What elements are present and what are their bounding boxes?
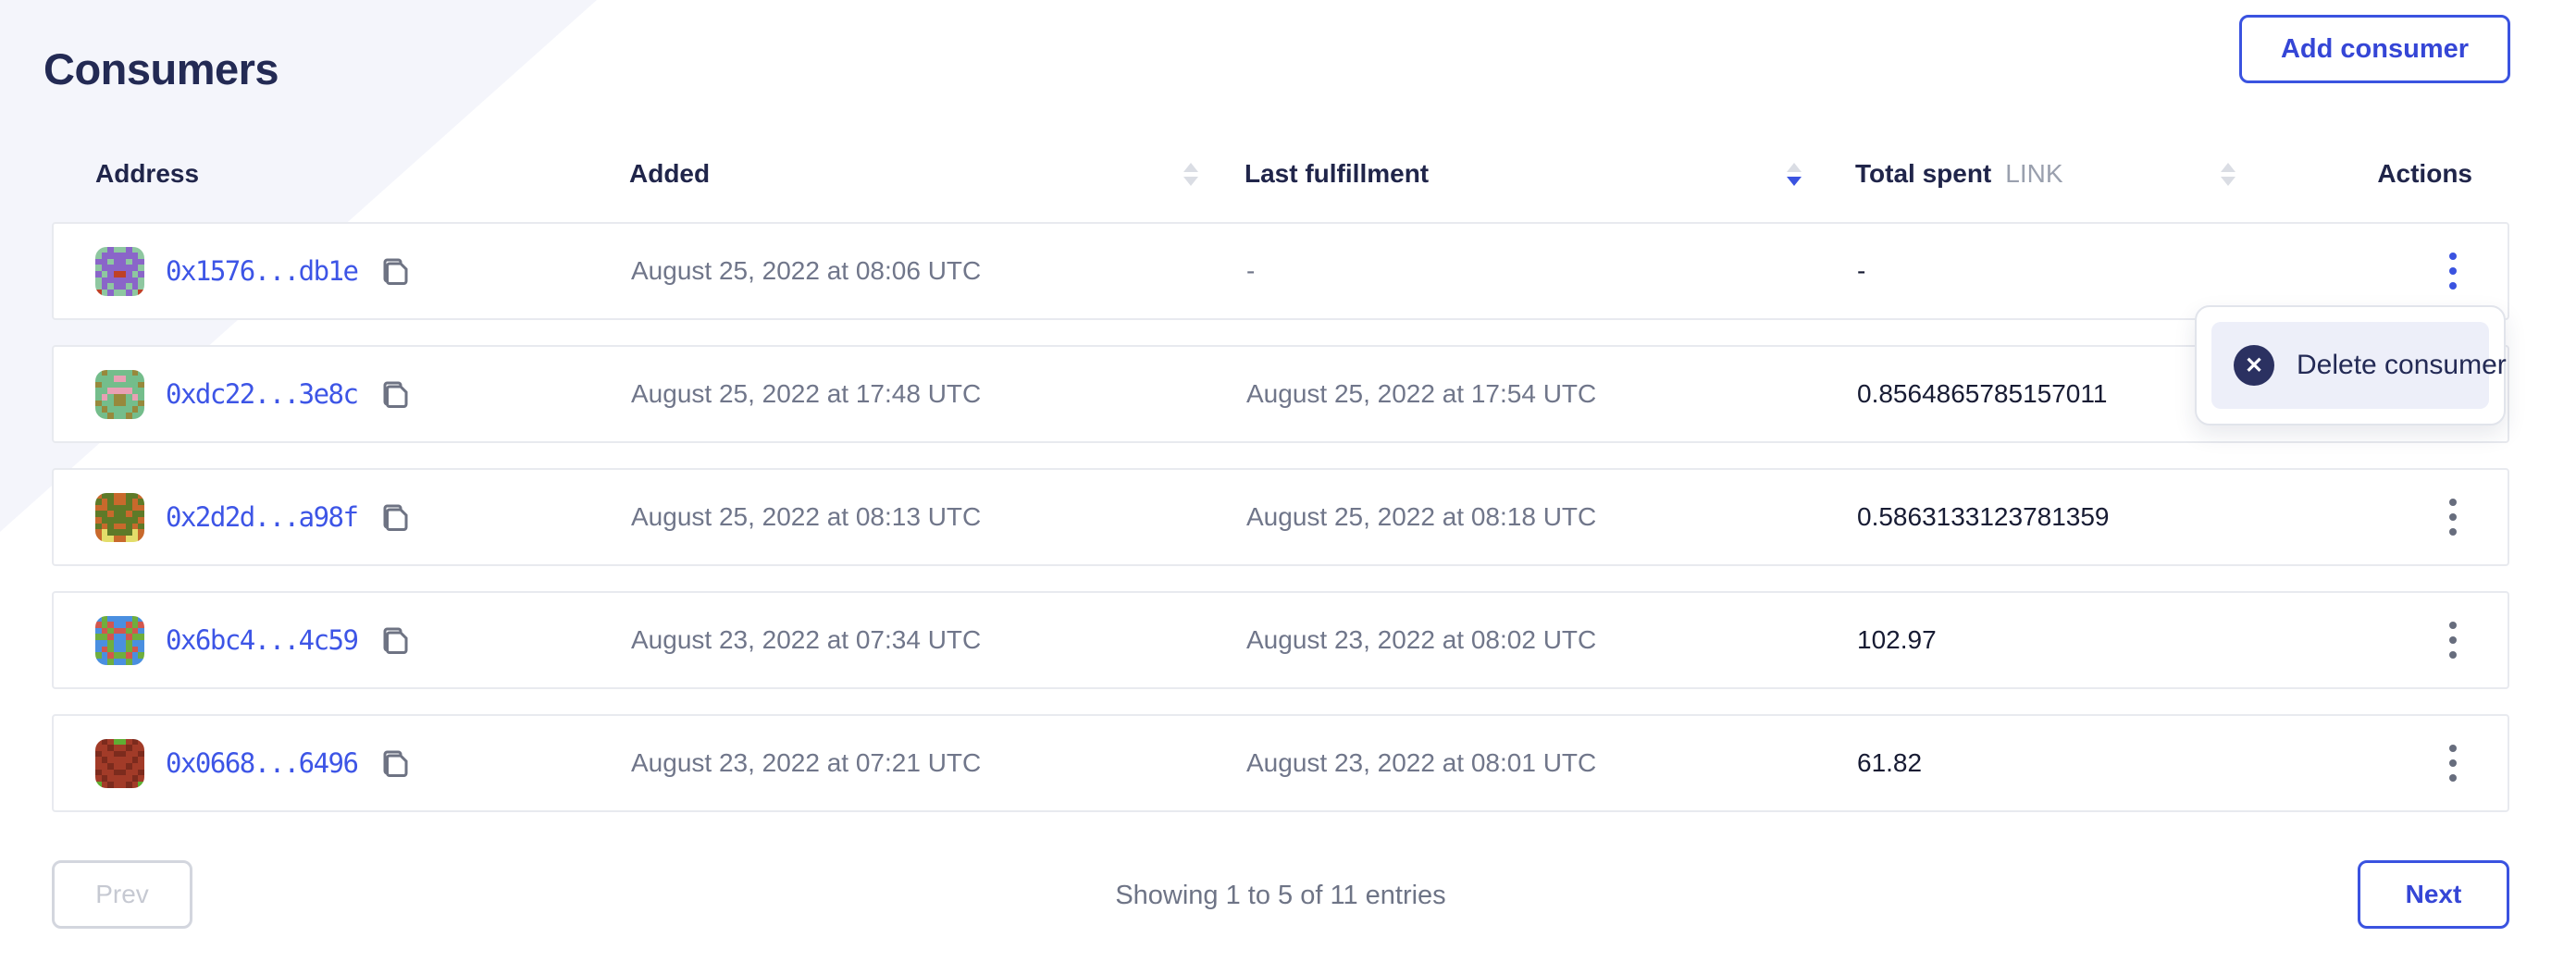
column-label: Total spent bbox=[1855, 159, 1992, 188]
total-spent-value: - bbox=[1857, 256, 1866, 285]
total-spent-value: 102.97 bbox=[1857, 625, 1937, 654]
table-row: 0x6bc4...4c59 August 23, 2022 at 07:34 U… bbox=[52, 591, 2509, 689]
table-header: Address Added Last fulfillment Total spe… bbox=[52, 148, 2509, 200]
last-fulfillment-cell: August 23, 2022 at 08:02 UTC bbox=[1242, 593, 1843, 687]
last-fulfillment-cell: August 25, 2022 at 08:18 UTC bbox=[1242, 470, 1843, 564]
consumer-avatar bbox=[95, 738, 144, 788]
column-header-address: Address bbox=[52, 148, 629, 200]
column-header-last-fulfillment[interactable]: Last fulfillment bbox=[1240, 148, 1841, 200]
actions-cell bbox=[2255, 593, 2511, 687]
next-page-button[interactable]: Next bbox=[2358, 860, 2509, 929]
sort-icon[interactable] bbox=[2221, 162, 2235, 186]
last-fulfillment-value: August 23, 2022 at 08:01 UTC bbox=[1246, 748, 1597, 777]
row-actions-menu-button[interactable] bbox=[2432, 241, 2474, 301]
total-spent-cell: 102.97 bbox=[1843, 593, 2255, 687]
address-cell: 0x6bc4...4c59 bbox=[54, 593, 631, 687]
table-row: 0x2d2d...a98f August 25, 2022 at 08:13 U… bbox=[52, 468, 2509, 566]
row-actions-menu-button[interactable] bbox=[2432, 487, 2474, 547]
link-unit-label: LINK bbox=[2005, 159, 2063, 188]
table-rows: 0x1576...db1e August 25, 2022 at 08:06 U… bbox=[52, 222, 2509, 812]
consumer-avatar bbox=[95, 615, 144, 665]
added-value: August 23, 2022 at 07:21 UTC bbox=[631, 748, 982, 777]
column-label: Address bbox=[95, 159, 200, 188]
actions-cell bbox=[2255, 716, 2511, 810]
column-label: Actions bbox=[2377, 159, 2472, 188]
consumer-address-link[interactable]: 0x1576...db1e bbox=[166, 255, 359, 287]
added-value: August 23, 2022 at 07:34 UTC bbox=[631, 625, 982, 654]
column-label: Last fulfillment bbox=[1245, 159, 1430, 188]
added-cell: August 25, 2022 at 08:06 UTC bbox=[631, 224, 1242, 318]
address-cell: 0x1576...db1e bbox=[54, 224, 631, 318]
pagination-summary: Showing 1 to 5 of 11 entries bbox=[1115, 881, 1446, 910]
added-value: August 25, 2022 at 08:13 UTC bbox=[631, 502, 982, 531]
address-cell: 0x2d2d...a98f bbox=[54, 470, 631, 564]
total-spent-cell: - bbox=[1843, 224, 2255, 318]
last-fulfillment-value: August 25, 2022 at 08:18 UTC bbox=[1246, 502, 1597, 531]
delete-consumer-menu-item[interactable]: ✕ Delete consumer bbox=[2211, 322, 2507, 409]
copy-icon[interactable] bbox=[380, 623, 411, 657]
address-cell: 0x0668...6496 bbox=[54, 716, 631, 810]
copy-icon[interactable] bbox=[380, 500, 411, 534]
table-row: 0x1576...db1e August 25, 2022 at 08:06 U… bbox=[52, 222, 2509, 320]
copy-icon[interactable] bbox=[380, 746, 411, 780]
added-cell: August 25, 2022 at 17:48 UTC bbox=[631, 347, 1242, 441]
last-fulfillment-cell: - bbox=[1242, 224, 1843, 318]
add-consumer-button[interactable]: Add consumer bbox=[2239, 15, 2510, 83]
consumer-address-link[interactable]: 0x2d2d...a98f bbox=[166, 501, 359, 533]
delete-consumer-label: Delete consumer bbox=[2297, 350, 2507, 380]
copy-icon[interactable] bbox=[380, 254, 411, 288]
last-fulfillment-cell: August 25, 2022 at 17:54 UTC bbox=[1242, 347, 1843, 441]
total-spent-cell: 61.82 bbox=[1843, 716, 2255, 810]
consumer-address-link[interactable]: 0x6bc4...4c59 bbox=[166, 624, 359, 656]
consumer-address-link[interactable]: 0xdc22...3e8c bbox=[166, 378, 359, 410]
total-spent-cell: 0.8564865785157011 bbox=[1843, 347, 2255, 441]
column-header-total-spent[interactable]: Total spent LINK bbox=[1841, 148, 2253, 200]
last-fulfillment-value: - bbox=[1246, 256, 1256, 285]
actions-cell bbox=[2255, 224, 2511, 318]
table-row: 0xdc22...3e8c August 25, 2022 at 17:48 U… bbox=[52, 345, 2509, 443]
consumer-avatar bbox=[95, 492, 144, 542]
total-spent-value: 0.5863133123781359 bbox=[1857, 502, 2110, 531]
total-spent-value: 0.8564865785157011 bbox=[1857, 379, 2108, 408]
consumer-avatar bbox=[95, 369, 144, 419]
row-actions-menu-button[interactable] bbox=[2432, 610, 2474, 670]
x-circle-icon: ✕ bbox=[2234, 345, 2274, 386]
column-header-actions: Actions bbox=[2253, 148, 2509, 200]
last-fulfillment-cell: August 23, 2022 at 08:01 UTC bbox=[1242, 716, 1843, 810]
total-spent-cell: 0.5863133123781359 bbox=[1843, 470, 2255, 564]
prev-page-button[interactable]: Prev bbox=[52, 860, 192, 929]
row-actions-menu: ✕ Delete consumer bbox=[2195, 305, 2507, 426]
sort-icon[interactable] bbox=[1787, 162, 1802, 186]
consumer-avatar bbox=[95, 246, 144, 296]
address-cell: 0xdc22...3e8c bbox=[54, 347, 631, 441]
added-cell: August 23, 2022 at 07:34 UTC bbox=[631, 593, 1242, 687]
page-title: Consumers bbox=[43, 44, 279, 94]
added-cell: August 25, 2022 at 08:13 UTC bbox=[631, 470, 1242, 564]
actions-cell bbox=[2255, 470, 2511, 564]
total-spent-value: 61.82 bbox=[1857, 748, 1923, 777]
consumer-address-link[interactable]: 0x0668...6496 bbox=[166, 747, 359, 779]
added-cell: August 23, 2022 at 07:21 UTC bbox=[631, 716, 1242, 810]
copy-icon[interactable] bbox=[380, 377, 411, 411]
sort-icon[interactable] bbox=[1183, 162, 1198, 186]
column-header-added[interactable]: Added bbox=[629, 148, 1240, 200]
added-value: August 25, 2022 at 17:48 UTC bbox=[631, 379, 982, 408]
column-label: Added bbox=[629, 159, 711, 188]
table-row: 0x0668...6496 August 23, 2022 at 07:21 U… bbox=[52, 714, 2509, 812]
last-fulfillment-value: August 23, 2022 at 08:02 UTC bbox=[1246, 625, 1597, 654]
added-value: August 25, 2022 at 08:06 UTC bbox=[631, 256, 982, 285]
row-actions-menu-button[interactable] bbox=[2432, 734, 2474, 793]
last-fulfillment-value: August 25, 2022 at 17:54 UTC bbox=[1246, 379, 1597, 408]
